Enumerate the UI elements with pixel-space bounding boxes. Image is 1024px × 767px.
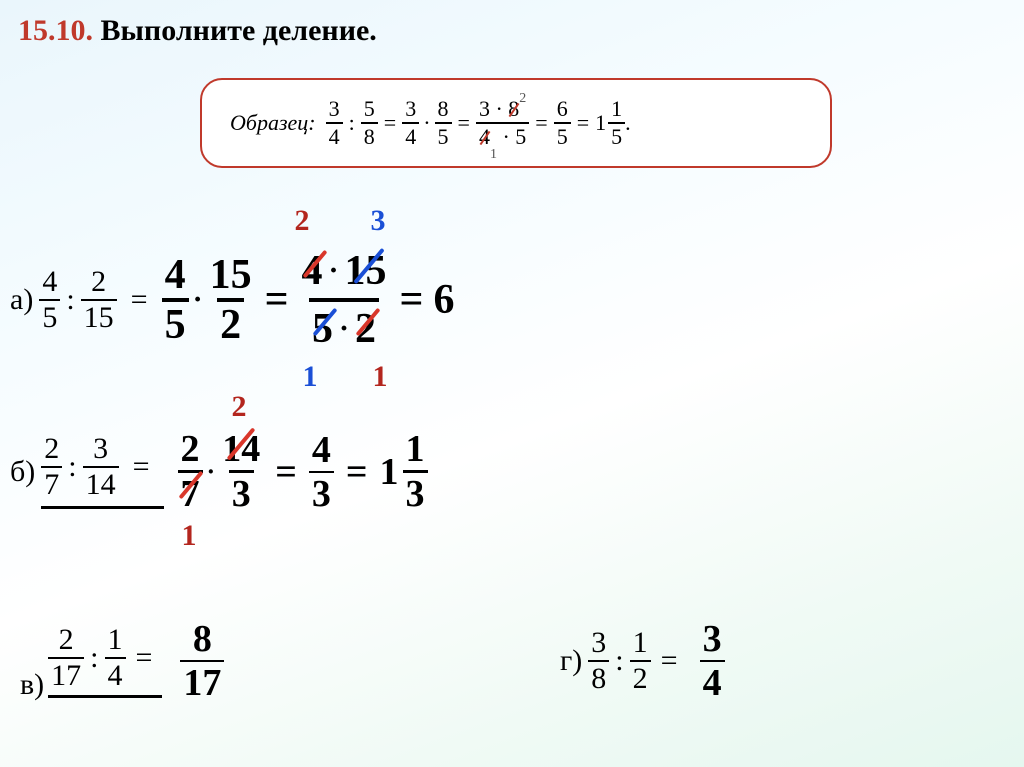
example-box: Образец: 34 : 58 = 34 · 85 = 3 · 82 41 ·…	[200, 78, 832, 168]
g-answer: 34	[700, 620, 725, 702]
exercise-title: 15.10. Выполните деление.	[18, 14, 377, 48]
problem-v: в) 217 : 14 = 817	[20, 620, 224, 702]
b-step1: 2 7 · 14 3 2 1	[178, 430, 264, 513]
example-label: Образец:	[230, 110, 316, 136]
problem-g: г) 38 : 12 = 34	[560, 620, 725, 702]
v-answer: 817	[180, 620, 224, 702]
cancel-ann: 2	[232, 390, 247, 424]
b-step2: 43	[309, 431, 334, 513]
label-b: б)	[10, 455, 41, 489]
label-v: в)	[20, 668, 48, 702]
exercise-text: Выполните деление.	[101, 14, 377, 47]
cancel-ann: 1	[373, 360, 388, 394]
a-step2: 4 · 15 5 · 2 2 3 1 1	[299, 250, 390, 350]
ex-f4: 85	[435, 98, 452, 148]
ex-f2: 58	[361, 98, 378, 148]
ex-mixed: 1 15	[595, 98, 625, 148]
ex-f6: 65	[554, 98, 571, 148]
cancel-ann: 2	[295, 204, 310, 238]
exercise-number: 15.10.	[18, 14, 93, 47]
a-result: 6	[433, 276, 454, 324]
ex-f1: 34	[326, 98, 343, 148]
ex-f5: 3 · 82 41 · 5	[476, 98, 529, 148]
cancel-ann: 1	[303, 360, 318, 394]
cancel-ann: 1	[182, 519, 197, 553]
a-step1: 45 · 152	[162, 254, 255, 346]
label-g: г)	[560, 644, 588, 678]
ex-f3: 34	[402, 98, 419, 148]
label-a: а)	[10, 283, 39, 317]
cancel-ann: 3	[371, 204, 386, 238]
problem-a: а) 45 : 215 = 45 · 152 = 4 · 15 5 · 2 2 …	[10, 250, 454, 350]
b-step3: 1 13	[380, 430, 428, 513]
problem-b: б) 27 : 314 = 2 7 · 14 3 2 1 = 43 = 1 13	[10, 430, 428, 513]
